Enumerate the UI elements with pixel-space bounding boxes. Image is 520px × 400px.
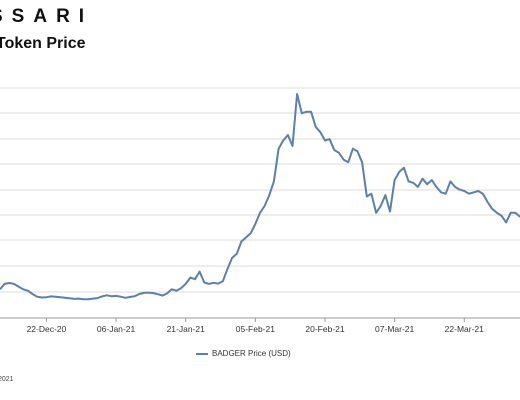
x-tick-label: 20-Feb-21 bbox=[305, 324, 344, 334]
legend: BADGER Price (USD) bbox=[196, 349, 291, 358]
x-tick-label: 21-Jan-21 bbox=[167, 324, 206, 334]
x-axis-ticks: 22-Dec-20 06-Jan-21 21-Jan-21 05-Feb-21 20-F… bbox=[27, 318, 484, 334]
legend-label: BADGER Price (USD) bbox=[212, 349, 291, 358]
chart-title: Token Price bbox=[0, 35, 86, 52]
gridlines bbox=[0, 87, 520, 319]
x-tick-label: 05-Feb-21 bbox=[236, 324, 275, 334]
brand-logo-text: SSARI bbox=[0, 6, 94, 27]
x-tick-label: 07-Mar-21 bbox=[375, 324, 414, 334]
x-tick-label: 06-Jan-21 bbox=[97, 324, 136, 334]
series-line-badger-price bbox=[0, 93, 520, 301]
source-note: 2021 bbox=[0, 376, 14, 383]
legend-swatch bbox=[196, 352, 208, 355]
x-tick-label: 22-Mar-21 bbox=[445, 324, 484, 334]
x-tick-label: 22-Dec-20 bbox=[27, 324, 67, 334]
